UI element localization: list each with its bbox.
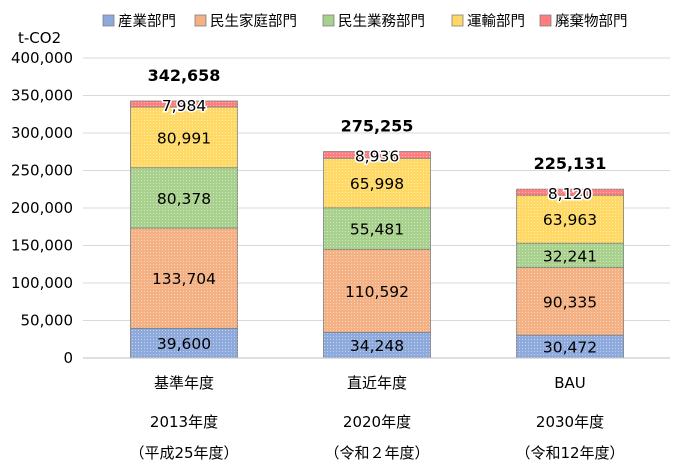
y-tick-label: 150,000 (11, 237, 73, 255)
legend-entry: 民生家庭部門 (210, 13, 297, 30)
segment-value-label: 8,120 (548, 185, 592, 203)
legend-entry: 廃棄物部門 (555, 12, 628, 30)
segment-value-label: 65,998 (350, 175, 404, 193)
bar-segment-texture (516, 267, 624, 336)
legend-swatch (451, 14, 464, 27)
x-category-label: 基準年度 (154, 374, 214, 392)
bar-segment-texture (323, 207, 431, 250)
bar-segment-texture (130, 328, 238, 358)
segment-value-label: 39,600 (157, 335, 211, 353)
y-tick-label: 400,000 (11, 49, 73, 67)
y-tick-label: 300,000 (11, 124, 73, 142)
legend-entry: 産業部門 (118, 13, 176, 30)
legend-swatch (194, 14, 207, 27)
x-category-label: 直近年度 (347, 374, 407, 392)
segment-value-label: 133,704 (152, 270, 216, 288)
bar-segment-texture (130, 228, 238, 329)
bar-segment-texture (516, 243, 624, 268)
segment-value-label: 90,335 (543, 293, 597, 311)
legend-swatch (322, 14, 335, 27)
bar-segment-texture (516, 335, 624, 358)
segment-value-label: 8,936 (355, 148, 399, 166)
segment-value-label: 80,378 (157, 190, 211, 208)
x-category-era: （令和２年度） (324, 444, 429, 462)
bar-segment-texture (130, 101, 238, 107)
segment-value-label: 63,963 (543, 211, 597, 229)
y-axis-unit: t-CO2 (18, 29, 61, 47)
legend-swatch (102, 14, 115, 27)
y-tick-label: 100,000 (11, 274, 73, 292)
x-category-era: （令和12年度） (515, 444, 624, 462)
total-value-label: 342,658 (148, 66, 221, 85)
bar-segment-texture (323, 332, 431, 358)
y-tick-label: 0 (63, 349, 73, 367)
data-labels: 39,600 133,704 80,378 80,991 7,984 342,658 34,… (148, 66, 607, 357)
segment-value-label: 110,592 (345, 283, 409, 301)
y-tick-label: 50,000 (21, 312, 74, 330)
segment-value-label: 7,984 (162, 97, 206, 115)
segment-value-label: 80,991 (157, 129, 211, 147)
bar-segment-texture (516, 195, 624, 244)
legend-swatch (539, 14, 552, 27)
x-category-label: BAU (554, 374, 586, 392)
legend-entry: 民生業務部門 (338, 13, 425, 30)
total-value-label: 275,255 (341, 117, 414, 136)
y-tick-label: 200,000 (11, 199, 73, 217)
bar-segment-texture (130, 167, 238, 229)
segment-value-label: 55,481 (350, 221, 404, 239)
segment-value-label: 34,248 (350, 337, 404, 355)
bar-segment-texture (323, 249, 431, 333)
segment-value-label: 32,241 (543, 247, 597, 265)
legend-entry: 運輸部門 (467, 13, 525, 30)
bar-segment-texture (323, 151, 431, 159)
x-category-year: 2020年度 (343, 413, 411, 431)
bar-segment-texture (323, 158, 431, 208)
y-tick-label: 250,000 (11, 162, 73, 180)
axes: t-CO2 0 50,000 100,000 150,000 200,000 250,000… (11, 29, 670, 462)
segment-value-label: 30,472 (543, 339, 597, 357)
total-value-label: 225,131 (534, 154, 607, 173)
x-category-year: 2013年度 (150, 413, 218, 431)
x-category-year: 2030年度 (536, 413, 604, 431)
legend: 産業部門 民生家庭部門 民生業務部門 運輸部門 廃棄物部門 (102, 12, 628, 30)
bar-segment-texture (130, 106, 238, 168)
y-tick-label: 350,000 (11, 87, 73, 105)
bar-segment-texture (516, 189, 624, 196)
bars (130, 100, 624, 359)
x-category-era: （平成25年度） (129, 444, 238, 462)
